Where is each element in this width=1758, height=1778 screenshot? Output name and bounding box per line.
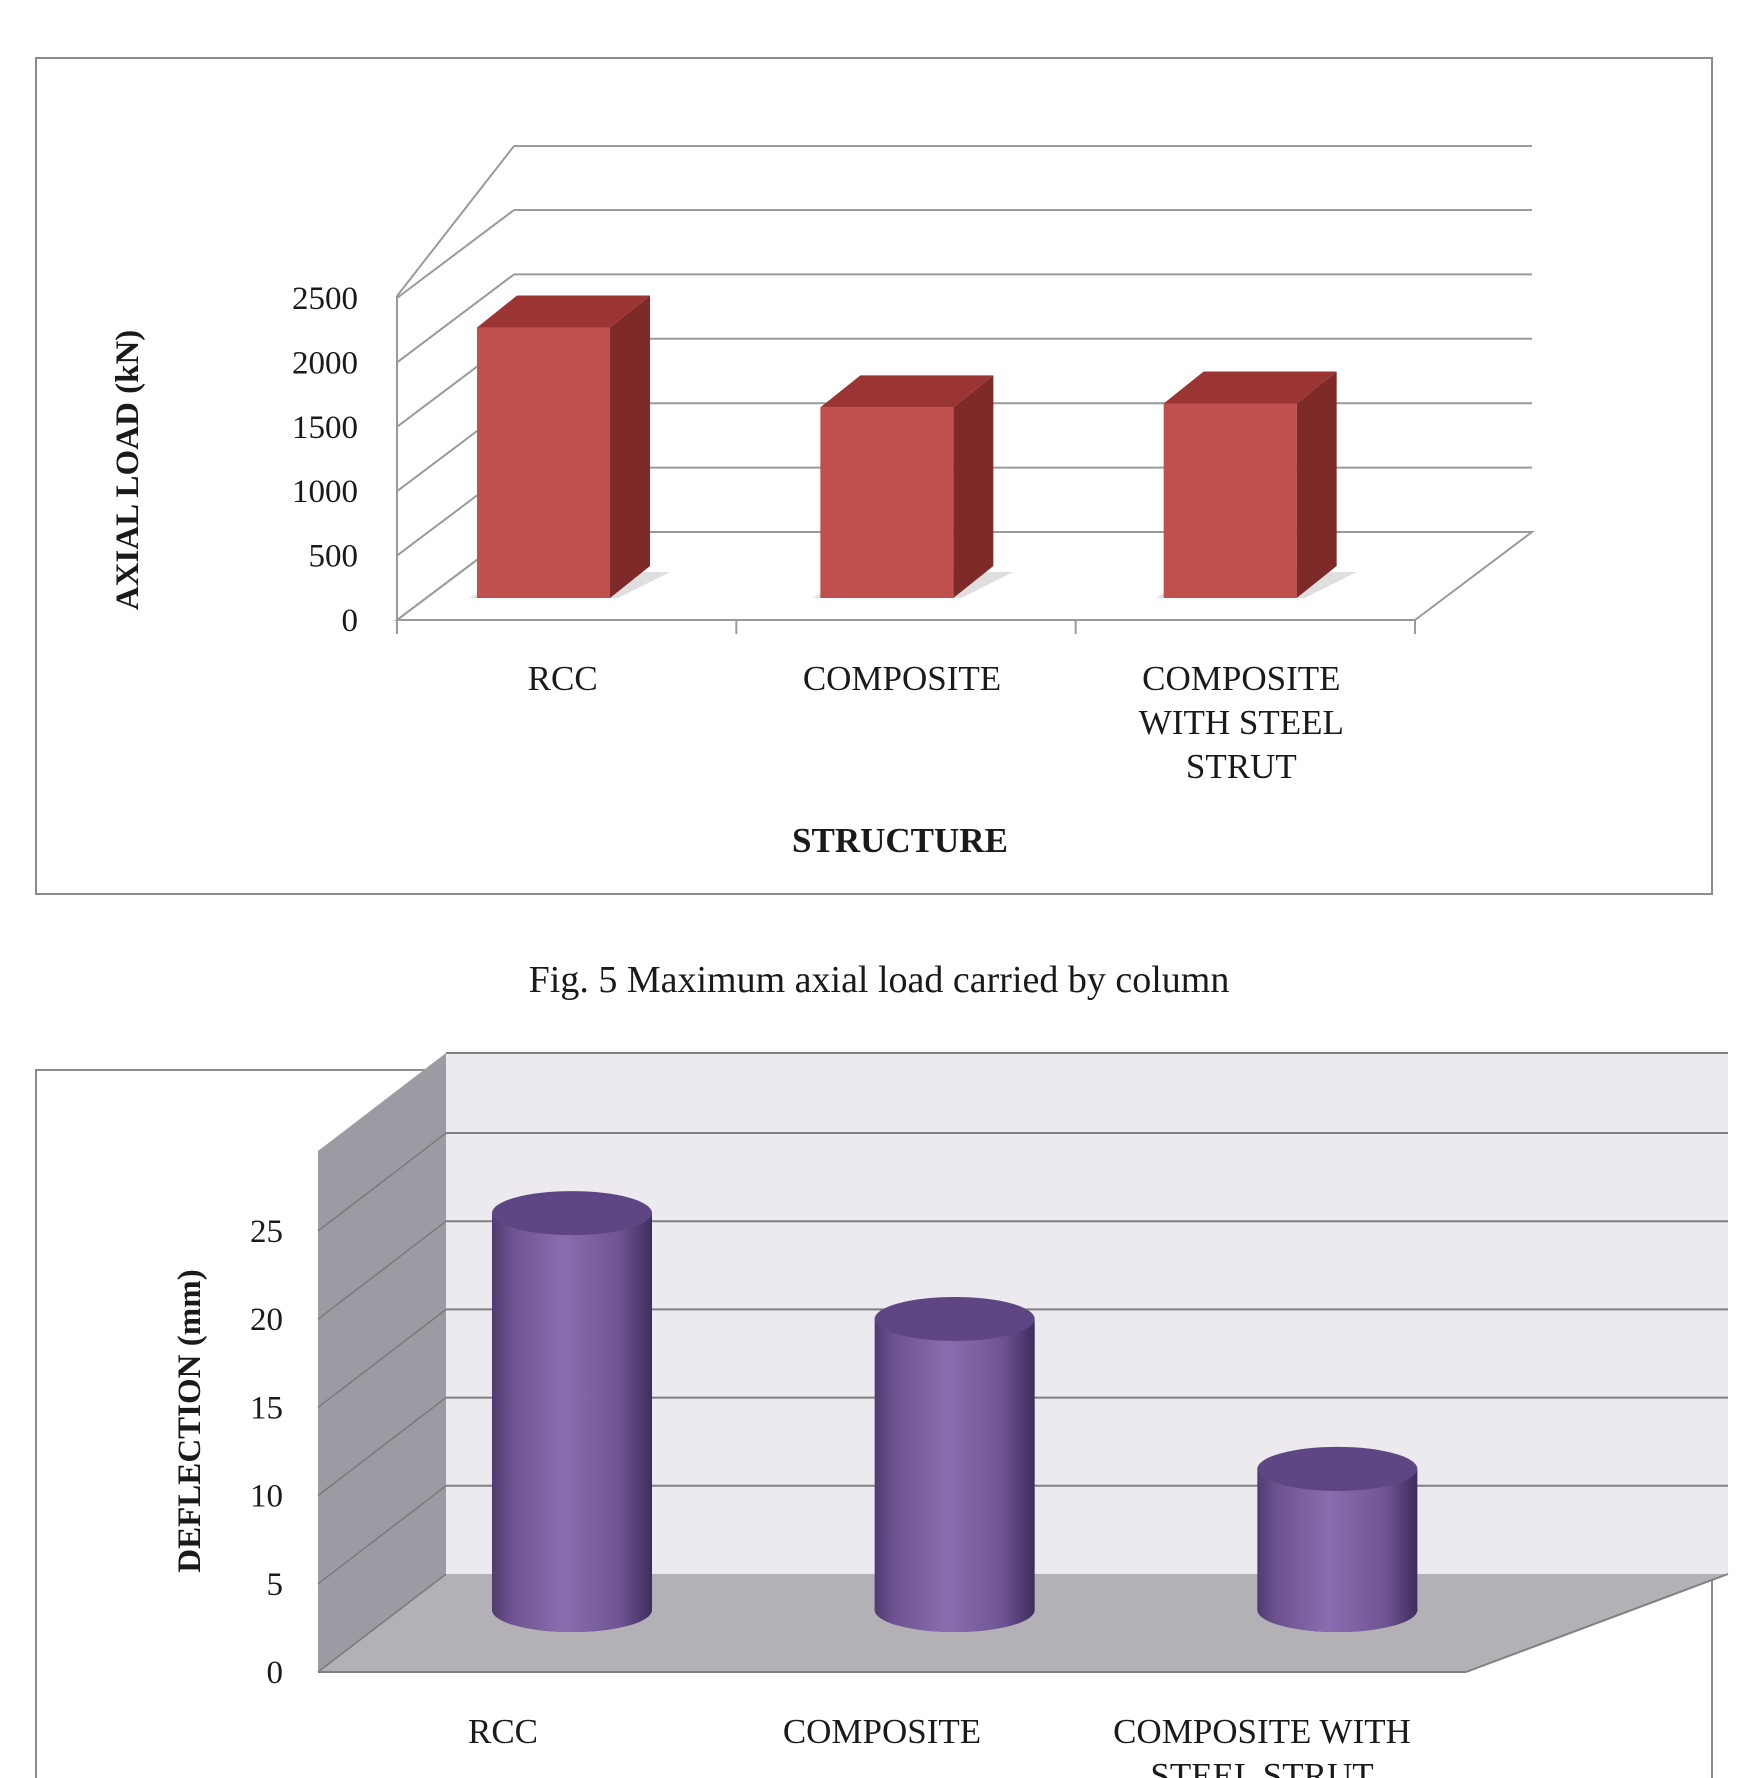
chart1-x-axis-label: STRUCTURE	[792, 821, 1008, 860]
chart1-x-tick-label: COMPOSITE	[1142, 659, 1340, 698]
chart2-bar-top	[492, 1191, 652, 1236]
chart1-x-tick-label: WITH STEEL	[1139, 703, 1344, 742]
chart2-bar-top	[1257, 1446, 1418, 1491]
chart1-bar-top	[477, 295, 650, 328]
chart2-side-gridline	[317, 1573, 447, 1673]
chart2-x-tick-label: RCC	[468, 1712, 538, 1751]
chart2-x-tick-label: COMPOSITE	[783, 1712, 981, 1751]
chart2-bar-bottom	[492, 1588, 652, 1632]
chart2-x-tick-label: COMPOSITE WITH	[1113, 1712, 1411, 1751]
chart2-side-wall	[318, 1053, 446, 1672]
chart2-y-tick-label: 25	[250, 1214, 283, 1250]
chart1-bar	[820, 407, 954, 598]
chart2-y-tick-label: 15	[250, 1390, 283, 1426]
chart1-bar	[477, 327, 610, 598]
chart1-bar-top	[1163, 371, 1337, 404]
chart1-x-tick-label: RCC	[528, 659, 598, 698]
chart1-axis: 0 500 1000 1500 2000 2500 RCC COMPOSITE COMPOSIT…	[292, 281, 1416, 786]
chart2-y-tick-label: 0	[267, 1655, 284, 1691]
chart2-side-gridline	[317, 1397, 447, 1497]
chart2-grid	[317, 1052, 1729, 1673]
chart1-bar-side	[1296, 371, 1337, 598]
chart2-back-wall	[446, 1053, 1728, 1574]
chart2-bar-bottom	[1257, 1588, 1418, 1632]
chart1-y-axis-label: AXIAL LOAD (kN)	[110, 330, 146, 611]
chart1-bar	[1163, 403, 1297, 598]
chart2-bar	[492, 1213, 652, 1610]
chart1-bar-top	[820, 375, 994, 408]
chart2-y-tick-label: 10	[250, 1479, 283, 1515]
chart2-bar	[874, 1318, 1035, 1610]
chart1-y-tick-label: 2000	[292, 345, 358, 381]
chart2-y-tick-label: 20	[250, 1302, 283, 1338]
chart2-side-gridline	[317, 1308, 447, 1408]
chart2-bar	[1257, 1468, 1418, 1610]
chart1-y-tick-label: 2500	[292, 281, 358, 317]
chart2-bar-bottom	[874, 1588, 1035, 1632]
figure-caption: Fig. 5 Maximum axial load carried by col…	[528, 959, 1230, 1001]
deflection-chart: 0 5 10 15 20 25 RCC COMPOSITE COMPOSITE WITH STEE…	[35, 1052, 1729, 1778]
chart1-bar-side	[953, 375, 994, 598]
chart2-bars	[492, 1191, 1418, 1632]
chart2-side-gridline	[317, 1220, 447, 1320]
chart2-floor-edge	[1465, 1573, 1729, 1673]
axial-load-chart: 0 500 1000 1500 2000 2500 RCC COMPOSITE COMPOSIT…	[35, 57, 1713, 895]
chart1-y-tick-label: 0	[342, 603, 359, 639]
chart2-axis: 0 5 10 15 20 25 RCC COMPOSITE COMPOSITE WITH STEE…	[250, 1214, 1411, 1778]
chart2-side-gridline	[317, 1132, 447, 1232]
chart1-y-tick-label: 500	[309, 539, 359, 575]
chart1-y-tick-label: 1500	[292, 410, 358, 446]
chart1-bars	[469, 295, 1357, 598]
chart1-x-tick-label: STRUT	[1186, 747, 1297, 786]
chart1-grid	[394, 145, 1535, 621]
chart1-side-gridline	[396, 273, 515, 364]
chart1-side-gridline	[396, 209, 515, 299]
chart2-y-tick-label: 5	[267, 1567, 284, 1603]
chart1-y-tick-label: 1000	[292, 474, 358, 510]
chart2-y-axis-label: DEFLECTION (mm)	[172, 1269, 208, 1572]
chart1-bar-side	[610, 295, 650, 598]
chart2-bar-top	[874, 1296, 1035, 1341]
chart1-x-tick-label: COMPOSITE	[803, 659, 1001, 698]
chart2-side-gridline	[317, 1485, 447, 1585]
chart2-x-tick-label: STEEL STRUT	[1150, 1756, 1373, 1778]
chart1-side-gridline	[396, 145, 515, 297]
